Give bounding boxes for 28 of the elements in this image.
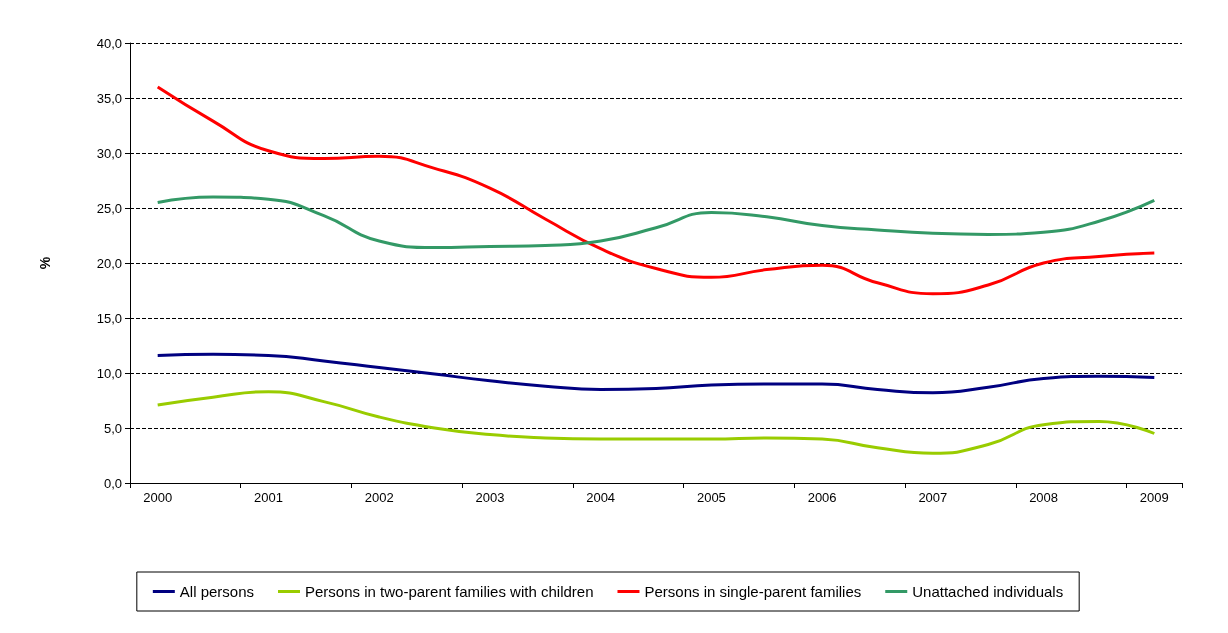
x-tick-label: 2002 <box>364 490 394 505</box>
line-series <box>156 85 1156 296</box>
y-tick-label: 20,0 <box>96 255 122 271</box>
line-series <box>156 352 1156 395</box>
y-axis-title: % <box>37 256 53 270</box>
x-tick-label: 2004 <box>586 490 616 505</box>
line-series <box>156 195 1156 250</box>
x-tick-label: 2005 <box>696 490 726 505</box>
y-tick-label: 35,0 <box>96 90 122 106</box>
x-tick-label: 2000 <box>143 490 173 505</box>
y-tick-label: 15,0 <box>96 310 122 326</box>
legend-label: Persons in single-parent families <box>644 583 862 600</box>
legend-label: Persons in two-parent families with children <box>305 583 594 600</box>
x-tick-label: 2008 <box>1029 490 1059 505</box>
y-tick-label: 25,0 <box>96 200 122 216</box>
y-tick-label: 10,0 <box>96 365 122 381</box>
x-tick-label: 2006 <box>807 490 837 505</box>
line-series <box>156 390 1156 455</box>
x-tick-label: 2009 <box>1139 490 1169 505</box>
legend-label: All persons <box>179 583 255 600</box>
y-tick-label: 0,0 <box>103 475 122 491</box>
y-tick-label: 5,0 <box>103 420 122 436</box>
x-tick-label: 2007 <box>918 490 948 505</box>
x-tick-label: 2001 <box>253 490 283 505</box>
x-tick-label: 2003 <box>475 490 505 505</box>
y-tick-label: 30,0 <box>96 145 122 161</box>
legend-label: Unattached individuals <box>912 583 1064 600</box>
y-tick-label: 40,0 <box>96 35 122 51</box>
